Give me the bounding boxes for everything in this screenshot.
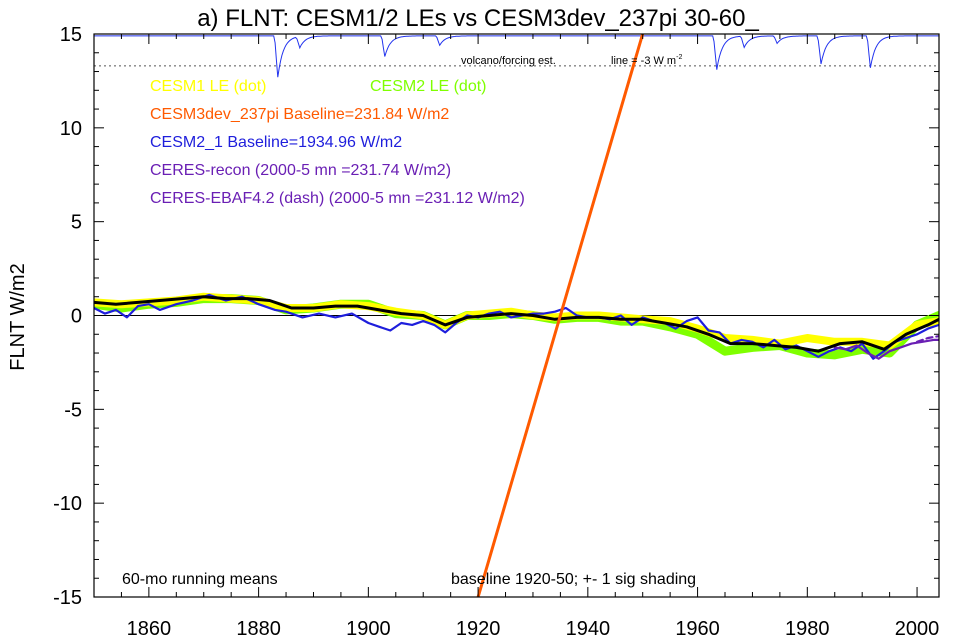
legend-ceres-recon: CERES-recon (2000-5 mn =231.74 W/m2) [150,162,451,179]
y-tick-label: 15 [60,24,82,46]
series-line-2 [476,34,645,597]
y-tick-label: 10 [60,118,82,140]
y-tick-label: 0 [71,306,82,328]
legend: CESM1 LE (dot) CESM2 LE (dot) CESM3dev_2… [150,78,525,207]
line-annotation-sup: -2 [676,54,682,61]
legend-cesm2-le: CESM2 LE (dot) [370,78,486,95]
series-line-6 [94,295,939,353]
legend-cesm1-le: CESM1 LE (dot) [150,78,266,95]
x-tick-label: 1980 [785,618,830,640]
x-tick-label: 1880 [236,618,281,640]
x-tick-label: 1960 [675,618,720,640]
baseline-annotation: baseline 1920-50; +- 1 sig shading [451,571,696,588]
x-tick-label: 1900 [346,618,391,640]
y-tick-label: -10 [53,493,82,515]
y-tick-label: -15 [53,587,82,609]
volcano-annotation: volcano/forcing est. [461,55,556,67]
y-axis-label: FLNT W/m2 [7,263,29,370]
plot-area [94,34,939,597]
series-layer [94,34,939,597]
x-tick-label: 1920 [456,618,501,640]
chart-title: a) FLNT: CESM1/2 LEs vs CESM3dev_237pi 3… [197,5,759,32]
axis-layer: -15 -10 -5 0 5 10 15 1860 1880 1900 1920 1940 1960 19… [53,24,939,640]
series-line-4 [833,338,939,360]
series-line-5 [916,335,939,343]
x-tick-label: 2000 [895,618,940,640]
y-tick-label: 5 [71,212,82,234]
legend-cesm2-1: CESM2_1 Baseline=1934.96 W/m2 [150,134,402,151]
legend-ceres-ebaf: CERES-EBAF4.2 (dash) (2000-5 mn =231.12 … [150,190,525,207]
running-mean-annotation: 60-mo running means [122,571,278,588]
x-tick-label: 1940 [566,618,611,640]
series-line-3 [94,293,939,360]
volcano-forcing-trace [94,35,939,78]
line-annotation-text: line = -3 W m [611,55,676,67]
line-annotation: line = -3 W m-2 [611,54,682,67]
x-tick-label: 1860 [127,618,172,640]
legend-cesm3dev: CESM3dev_237pi Baseline=231.84 W/m2 [150,106,449,123]
y-tick-label: -5 [64,399,82,421]
